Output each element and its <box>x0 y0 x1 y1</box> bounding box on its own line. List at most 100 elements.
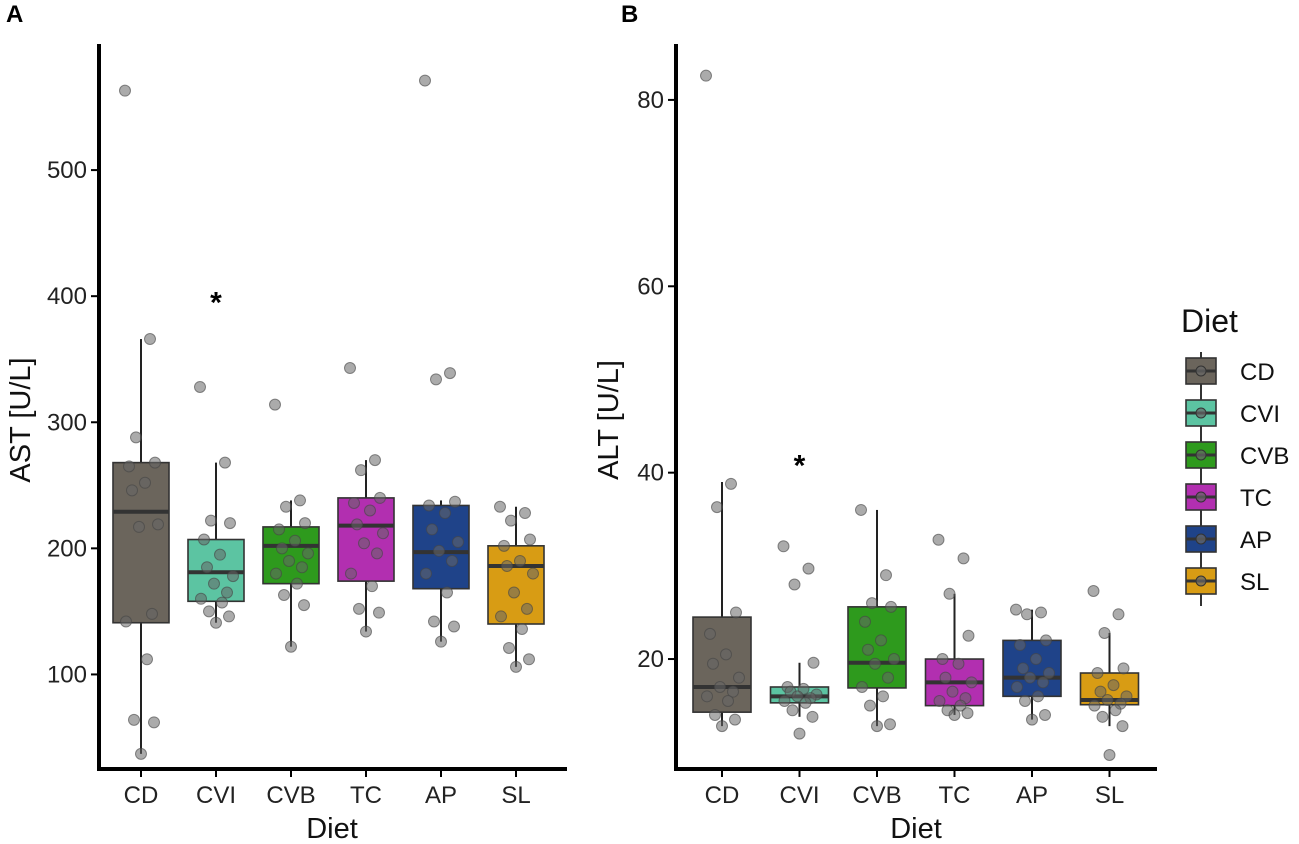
data-point-sl <box>501 560 513 572</box>
data-point-ap <box>1019 694 1031 707</box>
data-point-ap <box>439 507 451 520</box>
data-point-ap <box>428 615 440 628</box>
data-point-cd <box>128 713 140 726</box>
data-point-tc <box>961 707 974 720</box>
data-point-tc <box>348 496 360 509</box>
data-point-cvi <box>194 380 206 393</box>
data-point-cvb <box>884 718 896 731</box>
data-point-cd <box>700 69 712 82</box>
data-point-tc <box>344 362 356 375</box>
y-tick-label: 40 <box>637 460 664 487</box>
data-point-cvb <box>862 643 874 656</box>
x-tick-label-tc: TC <box>350 782 382 809</box>
y-tick-label: 100 <box>47 661 87 688</box>
x-axis-title: Diet <box>890 813 942 844</box>
data-point-cvb <box>283 554 295 567</box>
data-point-cvi <box>214 548 226 561</box>
data-point-sl <box>1094 685 1107 698</box>
data-point-cvb <box>276 542 288 555</box>
data-point-sl <box>516 623 528 636</box>
x-tick-label-cvb: CVB <box>852 782 901 809</box>
data-point-cd <box>704 627 716 640</box>
data-point-tc <box>374 491 386 504</box>
data-point-cvi <box>807 656 820 669</box>
data-point-sl <box>1098 626 1111 639</box>
data-point-tc <box>952 657 965 670</box>
data-point-cvi <box>802 562 815 575</box>
data-point-tc <box>351 518 363 531</box>
data-point-tc <box>932 533 945 546</box>
data-point-cd <box>152 518 164 531</box>
data-point-cvi <box>198 533 210 546</box>
data-point-cvi <box>208 577 220 590</box>
data-point-sl <box>1109 704 1122 717</box>
panel-label-a: A <box>6 1 23 28</box>
data-point-ap <box>449 495 461 508</box>
data-point-cvb <box>888 653 900 666</box>
data-point-sl <box>1117 662 1130 675</box>
legend-key-point <box>1195 449 1207 461</box>
data-point-sl <box>1101 694 1114 707</box>
data-point-cd <box>130 431 142 444</box>
data-point-ap <box>430 373 442 386</box>
y-axis-title: AST [U/L] <box>5 357 37 482</box>
data-point-cd <box>126 484 138 497</box>
data-point-ap <box>1043 667 1055 680</box>
data-point-sl <box>498 539 510 552</box>
box-cvb <box>847 606 907 689</box>
data-point-cvi <box>219 456 231 469</box>
data-point-sl <box>505 514 517 527</box>
data-point-sl <box>510 660 522 673</box>
data-point-tc <box>355 464 367 477</box>
data-point-sl <box>495 610 507 623</box>
data-point-tc <box>366 580 378 593</box>
data-point-tc <box>364 504 376 517</box>
data-point-cvb <box>885 600 897 613</box>
legend-key-point <box>1195 365 1207 377</box>
data-point-ap <box>441 586 453 599</box>
data-point-cvi <box>205 514 217 527</box>
panel-label-b: B <box>621 1 638 28</box>
data-point-cvi <box>216 596 228 609</box>
data-point-cvb <box>280 500 292 513</box>
y-tick-label: 80 <box>637 87 664 114</box>
y-tick-label: 60 <box>637 273 664 300</box>
x-tick-label-tc: TC <box>939 782 971 809</box>
x-tick-label-cvb: CVB <box>266 782 315 809</box>
data-point-ap <box>448 620 460 633</box>
data-point-tc <box>345 567 357 580</box>
data-point-cvb <box>299 517 311 530</box>
legend-label: TC <box>1240 485 1272 512</box>
data-point-sl <box>1116 720 1129 733</box>
legend-item-cd: CD <box>1185 352 1275 396</box>
data-point-tc <box>360 625 372 638</box>
data-point-cd <box>707 657 719 670</box>
legend-key-point <box>1195 407 1207 419</box>
significance-marker: * <box>210 287 222 320</box>
data-point-cvb <box>855 503 867 516</box>
x-axis-title: Diet <box>306 813 358 844</box>
legend-label: CVB <box>1240 443 1289 470</box>
data-point-cvb <box>302 547 314 560</box>
data-point-sl <box>1103 749 1116 762</box>
data-point-cvi <box>786 704 799 717</box>
y-tick-label: 300 <box>47 409 87 436</box>
data-point-cd <box>725 477 737 490</box>
data-point-cvb <box>875 634 887 647</box>
data-point-tc <box>948 708 961 721</box>
data-point-ap <box>1037 676 1049 689</box>
data-point-cvb <box>289 534 301 547</box>
data-point-sl <box>521 602 533 615</box>
data-point-ap <box>426 523 438 536</box>
data-point-ap <box>435 635 447 648</box>
data-point-cvb <box>880 569 892 582</box>
data-point-ap <box>1032 690 1044 703</box>
data-point-ap <box>1010 603 1022 616</box>
data-point-ap <box>1017 662 1029 675</box>
data-point-tc <box>957 552 970 565</box>
data-point-cvi <box>791 690 804 703</box>
x-tick-label-sl: SL <box>1095 782 1124 809</box>
data-point-cvb <box>882 671 894 684</box>
data-point-cvb <box>273 523 285 536</box>
